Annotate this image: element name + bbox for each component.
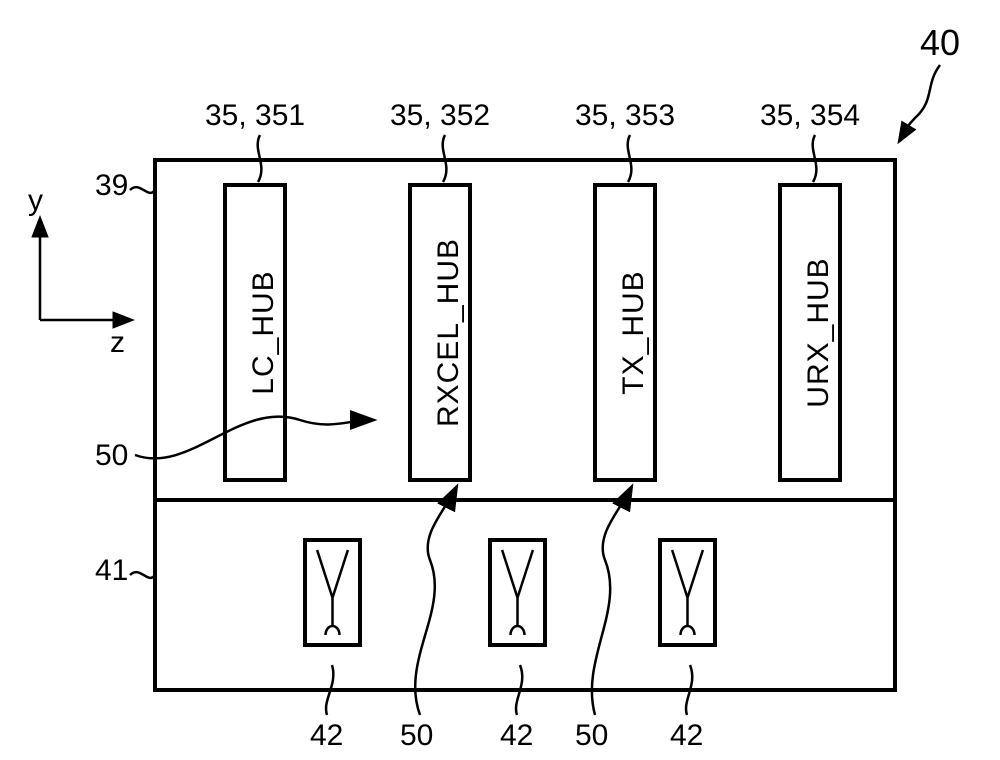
ref-39-label: 39	[95, 169, 128, 202]
hub-label: LC_HUB	[247, 270, 280, 394]
ref-42-1-label: 42	[310, 719, 343, 752]
hub-ref-label: 35, 353	[575, 99, 675, 132]
hub-label: TX_HUB	[617, 270, 650, 394]
ref-41-label: 41	[95, 554, 128, 587]
axes: y z	[28, 184, 130, 359]
ref-42-group: 42 42 42	[310, 665, 703, 752]
hub-ref-label: 35, 351	[205, 99, 305, 132]
hub-ref-label: 35, 352	[390, 99, 490, 132]
ref-39: 39	[95, 169, 155, 202]
ref-50-mid-label: 50	[400, 719, 433, 752]
hubs-group: LC_HUB RXCEL_HUB TX_HUB URX_HUB	[225, 185, 840, 480]
hub-label: URX_HUB	[802, 257, 835, 407]
antenna	[490, 540, 545, 645]
patent-diagram: LC_HUB RXCEL_HUB TX_HUB URX_HUB y z 40 39 4…	[0, 0, 1000, 760]
hub-refs-group: 35, 351 35, 352 35, 353 35, 354	[205, 99, 860, 182]
ref-50-left: 50	[95, 417, 370, 472]
antenna	[305, 540, 360, 645]
ref-50-right: 50	[575, 490, 630, 752]
ref-40-label: 40	[920, 22, 960, 63]
axis-y-label: y	[28, 184, 43, 217]
ref-50-right-label: 50	[575, 719, 608, 752]
axis-z-label: z	[110, 326, 125, 359]
ref-42-2-label: 42	[500, 719, 533, 752]
antenna	[660, 540, 715, 645]
ref-50-left-label: 50	[95, 439, 128, 472]
ref-42-3-label: 42	[670, 719, 703, 752]
ref-41: 41	[95, 554, 155, 587]
ref-50-mid: 50	[400, 490, 455, 752]
ref-40: 40	[900, 22, 960, 140]
antennas-group	[305, 540, 715, 645]
outer-box	[155, 160, 895, 690]
hub-label: RXCEL_HUB	[432, 238, 465, 427]
hub-ref-label: 35, 354	[760, 99, 860, 132]
